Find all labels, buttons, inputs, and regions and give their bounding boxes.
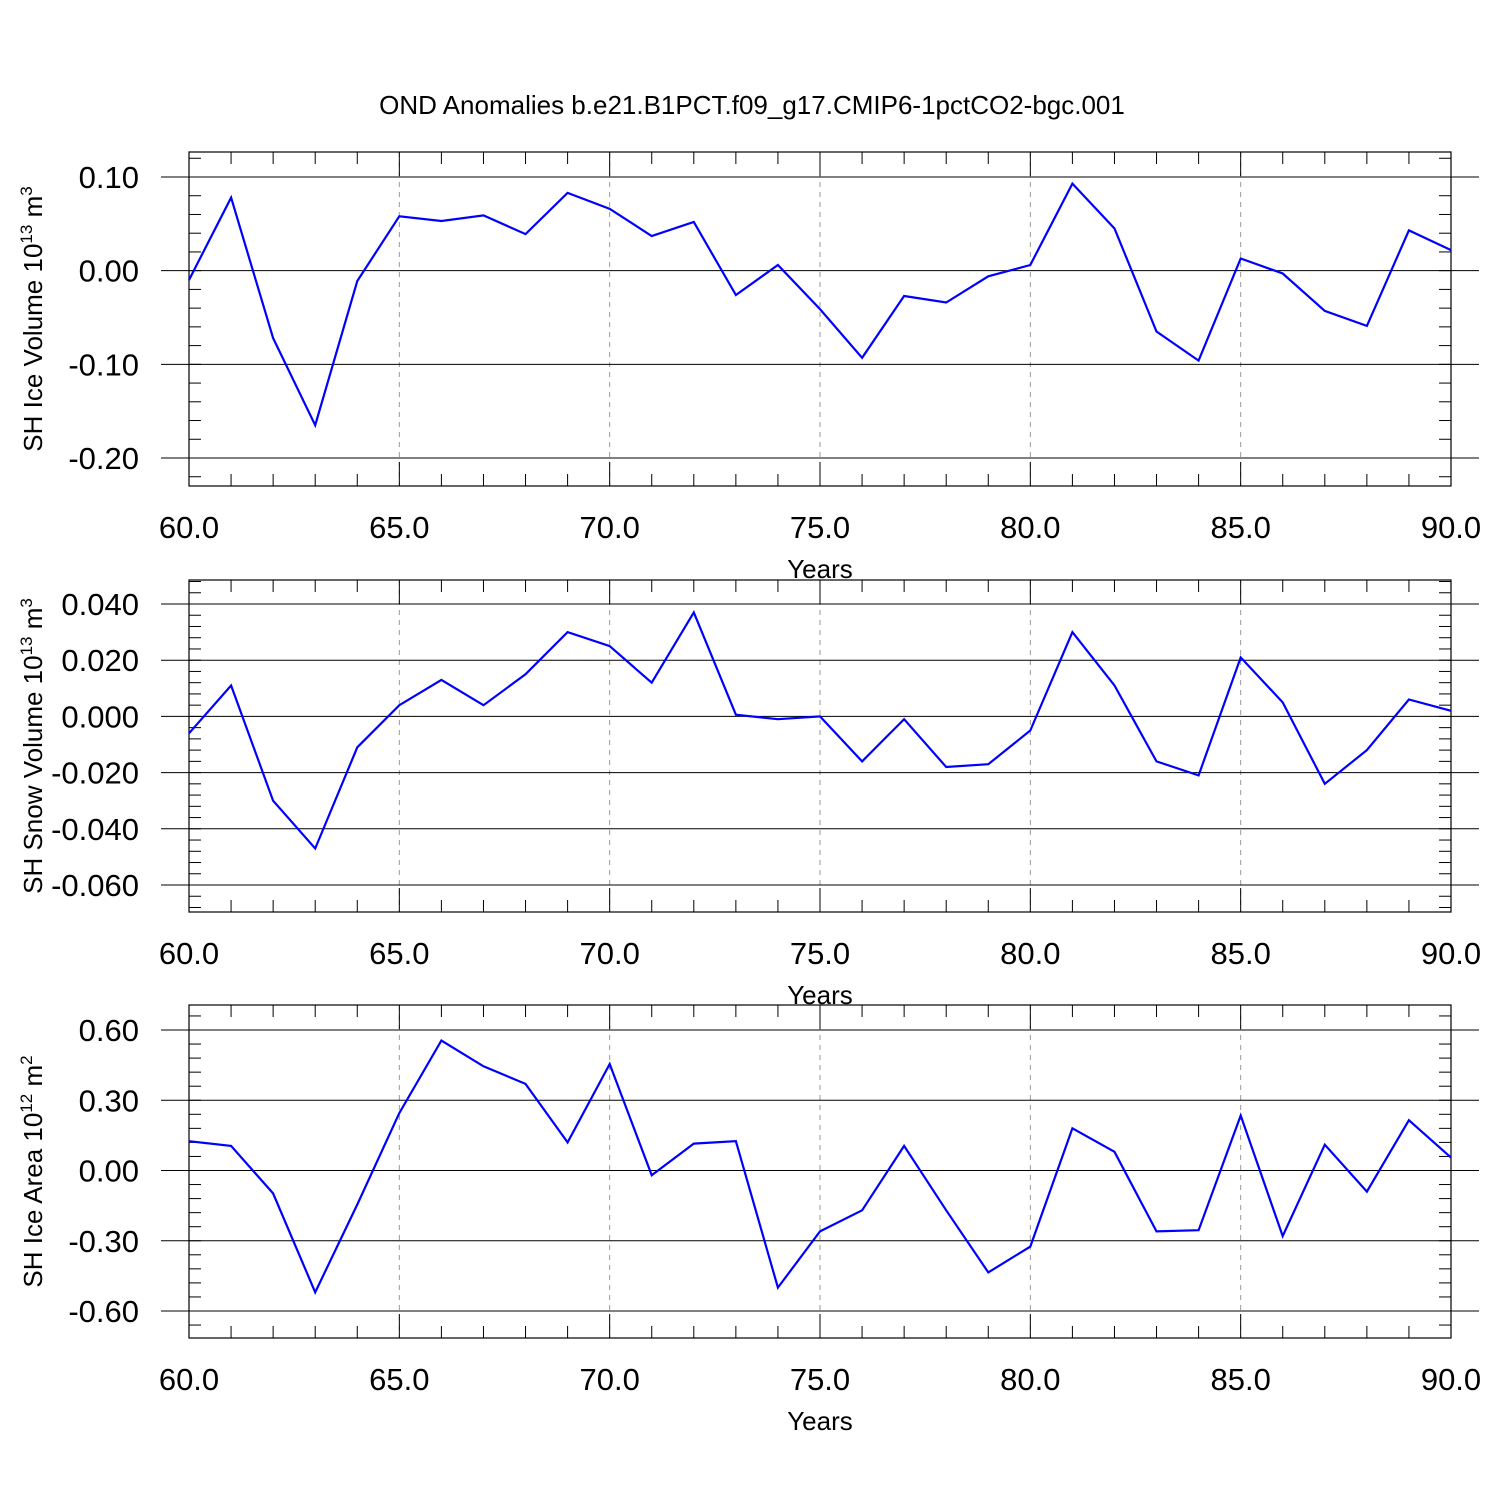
y-axis-title: SH Ice Area 1012 m2 — [17, 1055, 48, 1287]
y-tick-label: -0.30 — [68, 1224, 139, 1259]
series-line-1 — [188, 181, 1452, 429]
y-tick-label: -0.020 — [51, 756, 139, 791]
plot-frame — [188, 151, 1452, 487]
x-tick-label: 60.0 — [159, 1362, 219, 1397]
y-axis-title-part: m — [18, 1065, 48, 1094]
plot-frame — [188, 1004, 1452, 1339]
y-tick-label: 0.00 — [79, 1154, 139, 1189]
y-tick-label: 0.60 — [79, 1013, 139, 1048]
x-tick-label: 70.0 — [579, 510, 639, 545]
x-tick-label: 80.0 — [1000, 510, 1060, 545]
y-axis-title-part: SH Snow Volume 10 — [18, 655, 48, 893]
y-axis-title-part: SH Ice Area 10 — [18, 1113, 48, 1288]
y-tick-label: -0.60 — [68, 1294, 139, 1329]
x-axis-title: Years — [787, 1406, 853, 1436]
series-line-1 — [188, 609, 1452, 851]
y-tick-label: -0.040 — [51, 812, 139, 847]
x-tick-label: 90.0 — [1421, 1362, 1481, 1397]
x-tick-label: 65.0 — [369, 510, 429, 545]
y-tick-label: 0.00 — [79, 254, 139, 289]
panels-group: 0.10 0.00 -0.10 -0.20 60.0 65.0 70.0 75.0 80.0 85… — [17, 151, 1481, 1436]
x-tick-label: 75.0 — [790, 936, 850, 971]
x-tick-label: 85.0 — [1210, 510, 1270, 545]
figure-title: OND Anomalies b.e21.B1PCT.f09_g17.CMIP6-… — [379, 90, 1125, 120]
y-axis-title-superscript: 3 — [17, 598, 36, 607]
y-tick-label: 0.10 — [79, 160, 139, 195]
y-axis-title-part: m — [18, 608, 48, 637]
x-tick-label: 90.0 — [1421, 936, 1481, 971]
x-tick-label: 60.0 — [159, 936, 219, 971]
x-tick-label: 70.0 — [579, 1362, 639, 1397]
y-axis-title: SH Snow Volume 1013 m3 — [17, 598, 48, 894]
x-axis-title: Years — [787, 554, 853, 584]
y-axis-title-part: SH Ice Volume 10 — [18, 244, 48, 452]
chart-panel-1: 0.10 0.00 -0.10 -0.20 60.0 65.0 70.0 75.0 80.0 85… — [17, 151, 1481, 584]
series-line-1 — [188, 1038, 1452, 1295]
x-tick-label: 85.0 — [1210, 936, 1270, 971]
plot-frame — [188, 579, 1452, 913]
x-tick-label: 80.0 — [1000, 1362, 1060, 1397]
y-tick-label: -0.060 — [51, 868, 139, 903]
y-axis-title-superscript: 2 — [17, 1055, 36, 1064]
y-tick-label: -0.10 — [68, 347, 139, 382]
y-tick-label: -0.20 — [68, 441, 139, 476]
y-tick-label: 0.040 — [61, 587, 139, 622]
y-axis-title-superscript: 12 — [17, 1094, 36, 1113]
y-axis-title-part: m — [18, 196, 48, 225]
x-tick-label: 65.0 — [369, 936, 429, 971]
y-tick-label: 0.020 — [61, 643, 139, 678]
x-tick-label: 70.0 — [579, 936, 639, 971]
x-tick-label: 60.0 — [159, 510, 219, 545]
y-tick-label: 0.30 — [79, 1083, 139, 1118]
y-axis-title-superscript: 13 — [17, 225, 36, 244]
x-tick-label: 65.0 — [369, 1362, 429, 1397]
y-axis-title-superscript: 13 — [17, 636, 36, 655]
chart-panel-3: 0.60 0.30 0.00 -0.30 -0.60 60.0 65.0 70.0 75.0 80… — [17, 1004, 1481, 1436]
x-tick-label: 75.0 — [790, 510, 850, 545]
x-tick-label: 80.0 — [1000, 936, 1060, 971]
x-tick-label: 85.0 — [1210, 1362, 1270, 1397]
chart-panel-2: 0.040 0.020 0.000 -0.020 -0.040 -0.060 60.0 65.… — [17, 579, 1481, 1010]
x-tick-label: 90.0 — [1421, 510, 1481, 545]
y-tick-label: 0.000 — [61, 699, 139, 734]
y-axis-title: SH Ice Volume 1013 m3 — [17, 186, 48, 451]
y-axis-title-superscript: 3 — [17, 186, 36, 195]
x-tick-label: 75.0 — [790, 1362, 850, 1397]
